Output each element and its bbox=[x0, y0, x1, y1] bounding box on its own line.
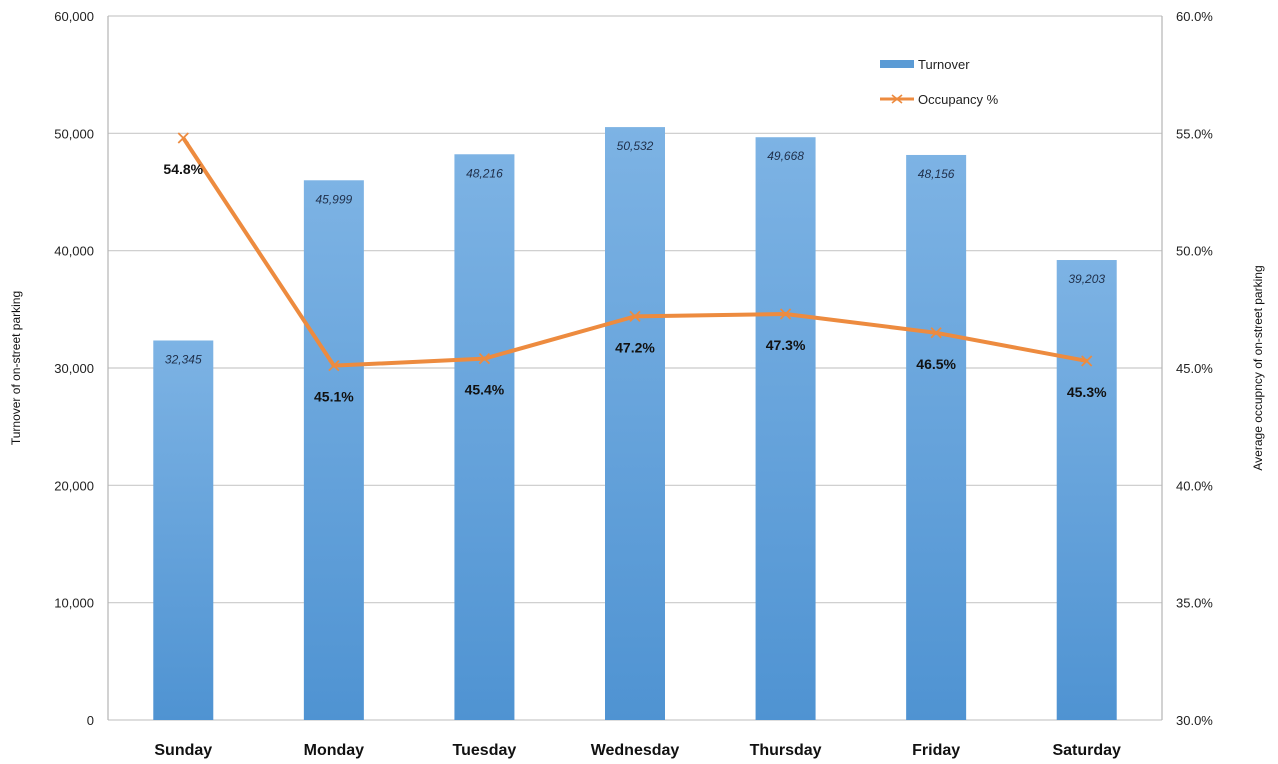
turnover-bar bbox=[153, 340, 214, 720]
right-tick-label: 45.0% bbox=[1176, 361, 1213, 376]
category-label: Monday bbox=[304, 742, 365, 759]
category-label: Friday bbox=[912, 742, 960, 759]
turnover-bar-labels: 32,345 45,999 48,216 50,532 49,668 48,156 39,2… bbox=[165, 139, 1105, 366]
category-label: Saturday bbox=[1052, 742, 1121, 759]
left-axis-ticks: 0 10,000 20,000 30,000 40,000 50,000 60,000 bbox=[54, 9, 94, 728]
right-axis-title: Average occupncy of on-street parking bbox=[1251, 265, 1265, 470]
occupancy-data-label: 47.3% bbox=[766, 337, 806, 353]
occupancy-point bbox=[1081, 355, 1093, 367]
occupancy-point bbox=[478, 352, 491, 365]
category-axis-labels: Sunday Monday Tuesday Wednesday Thursday Frid… bbox=[154, 742, 1121, 759]
turnover-bar bbox=[906, 154, 967, 720]
category-label: Thursday bbox=[750, 742, 822, 759]
left-tick-label: 40,000 bbox=[54, 244, 94, 259]
turnover-bar-label: 48,156 bbox=[918, 167, 955, 181]
occupancy-data-label: 45.3% bbox=[1067, 384, 1107, 400]
occupancy-data-label: 46.5% bbox=[916, 356, 956, 372]
occupancy-point bbox=[177, 132, 189, 144]
occupancy-point bbox=[328, 360, 340, 372]
turnover-bar-label: 32,345 bbox=[165, 352, 202, 366]
turnover-bar-label: 48,216 bbox=[466, 166, 503, 180]
occupancy-data-label: 45.1% bbox=[314, 389, 354, 405]
category-label: Wednesday bbox=[591, 742, 680, 759]
legend-occupancy-label: Occupancy % bbox=[918, 92, 999, 107]
right-tick-label: 55.0% bbox=[1176, 126, 1213, 141]
left-tick-label: 0 bbox=[87, 713, 94, 728]
turnover-bar bbox=[1056, 260, 1117, 720]
turnover-bar bbox=[605, 127, 665, 721]
left-tick-label: 30,000 bbox=[54, 361, 94, 376]
occupancy-data-label: 45.4% bbox=[465, 382, 505, 398]
occupancy-point bbox=[629, 310, 641, 323]
left-tick-label: 50,000 bbox=[54, 126, 94, 141]
category-label: Tuesday bbox=[453, 742, 517, 759]
turnover-bar bbox=[755, 137, 816, 720]
legend-turnover-swatch bbox=[880, 60, 914, 68]
turnover-bar-label: 45,999 bbox=[316, 192, 353, 206]
turnover-bar-label: 49,668 bbox=[767, 149, 804, 163]
left-tick-label: 10,000 bbox=[54, 596, 94, 611]
left-tick-label: 60,000 bbox=[54, 9, 94, 24]
left-tick-label: 20,000 bbox=[54, 478, 94, 493]
occupancy-point bbox=[779, 308, 792, 320]
turnover-bars bbox=[153, 127, 1117, 721]
right-axis-ticks: 30.0% 35.0% 40.0% 45.0% 50.0% 55.0% 60.0% bbox=[1176, 9, 1213, 728]
turnover-bar bbox=[454, 154, 515, 720]
right-tick-label: 40.0% bbox=[1176, 478, 1213, 493]
right-tick-label: 60.0% bbox=[1176, 9, 1213, 24]
left-axis-title: Turnover of on-street parking bbox=[9, 291, 23, 445]
turnover-bar bbox=[303, 180, 364, 721]
occupancy-point bbox=[930, 327, 942, 339]
right-tick-label: 35.0% bbox=[1176, 596, 1213, 611]
occupancy-line-series bbox=[177, 132, 1093, 372]
right-tick-label: 50.0% bbox=[1176, 244, 1213, 259]
occupancy-data-label: 54.8% bbox=[163, 161, 203, 177]
turnover-bar-label: 39,203 bbox=[1068, 272, 1105, 286]
legend-occupancy-marker bbox=[891, 94, 903, 104]
legend: Turnover Occupancy % bbox=[880, 57, 999, 107]
right-tick-label: 30.0% bbox=[1176, 713, 1213, 728]
category-label: Sunday bbox=[154, 742, 212, 759]
occupancy-data-labels: 54.8% 45.1% 45.4% 47.2% 47.3% 46.5% 45.3% bbox=[163, 161, 1107, 405]
legend-turnover-label: Turnover bbox=[918, 57, 970, 72]
occupancy-data-label: 47.2% bbox=[615, 339, 655, 355]
turnover-bar-label: 50,532 bbox=[617, 139, 654, 153]
